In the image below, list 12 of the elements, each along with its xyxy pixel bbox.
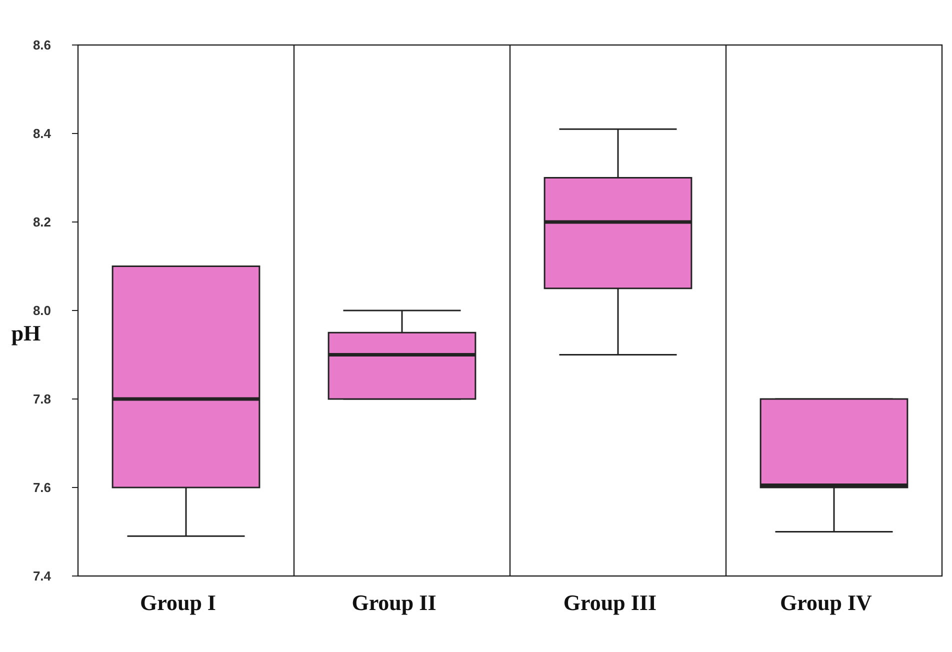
y-tick-label: 7.8 bbox=[32, 392, 52, 407]
y-tick-label: 7.4 bbox=[32, 568, 52, 584]
x-tick-label: Group III bbox=[563, 590, 657, 615]
y-tick-label: 7.6 bbox=[32, 480, 52, 496]
x-tick-label: Group IV bbox=[780, 590, 872, 615]
x-tick-label: Group II bbox=[352, 590, 436, 615]
x-tick-label: Group I bbox=[140, 590, 216, 615]
y-axis-title: pH bbox=[11, 320, 41, 346]
y-tick-label: 8.4 bbox=[32, 126, 52, 142]
y-tick-label: 8.2 bbox=[32, 214, 52, 230]
y-tick-label: 8.0 bbox=[32, 303, 52, 318]
y-tick-label: 8.6 bbox=[32, 38, 52, 53]
